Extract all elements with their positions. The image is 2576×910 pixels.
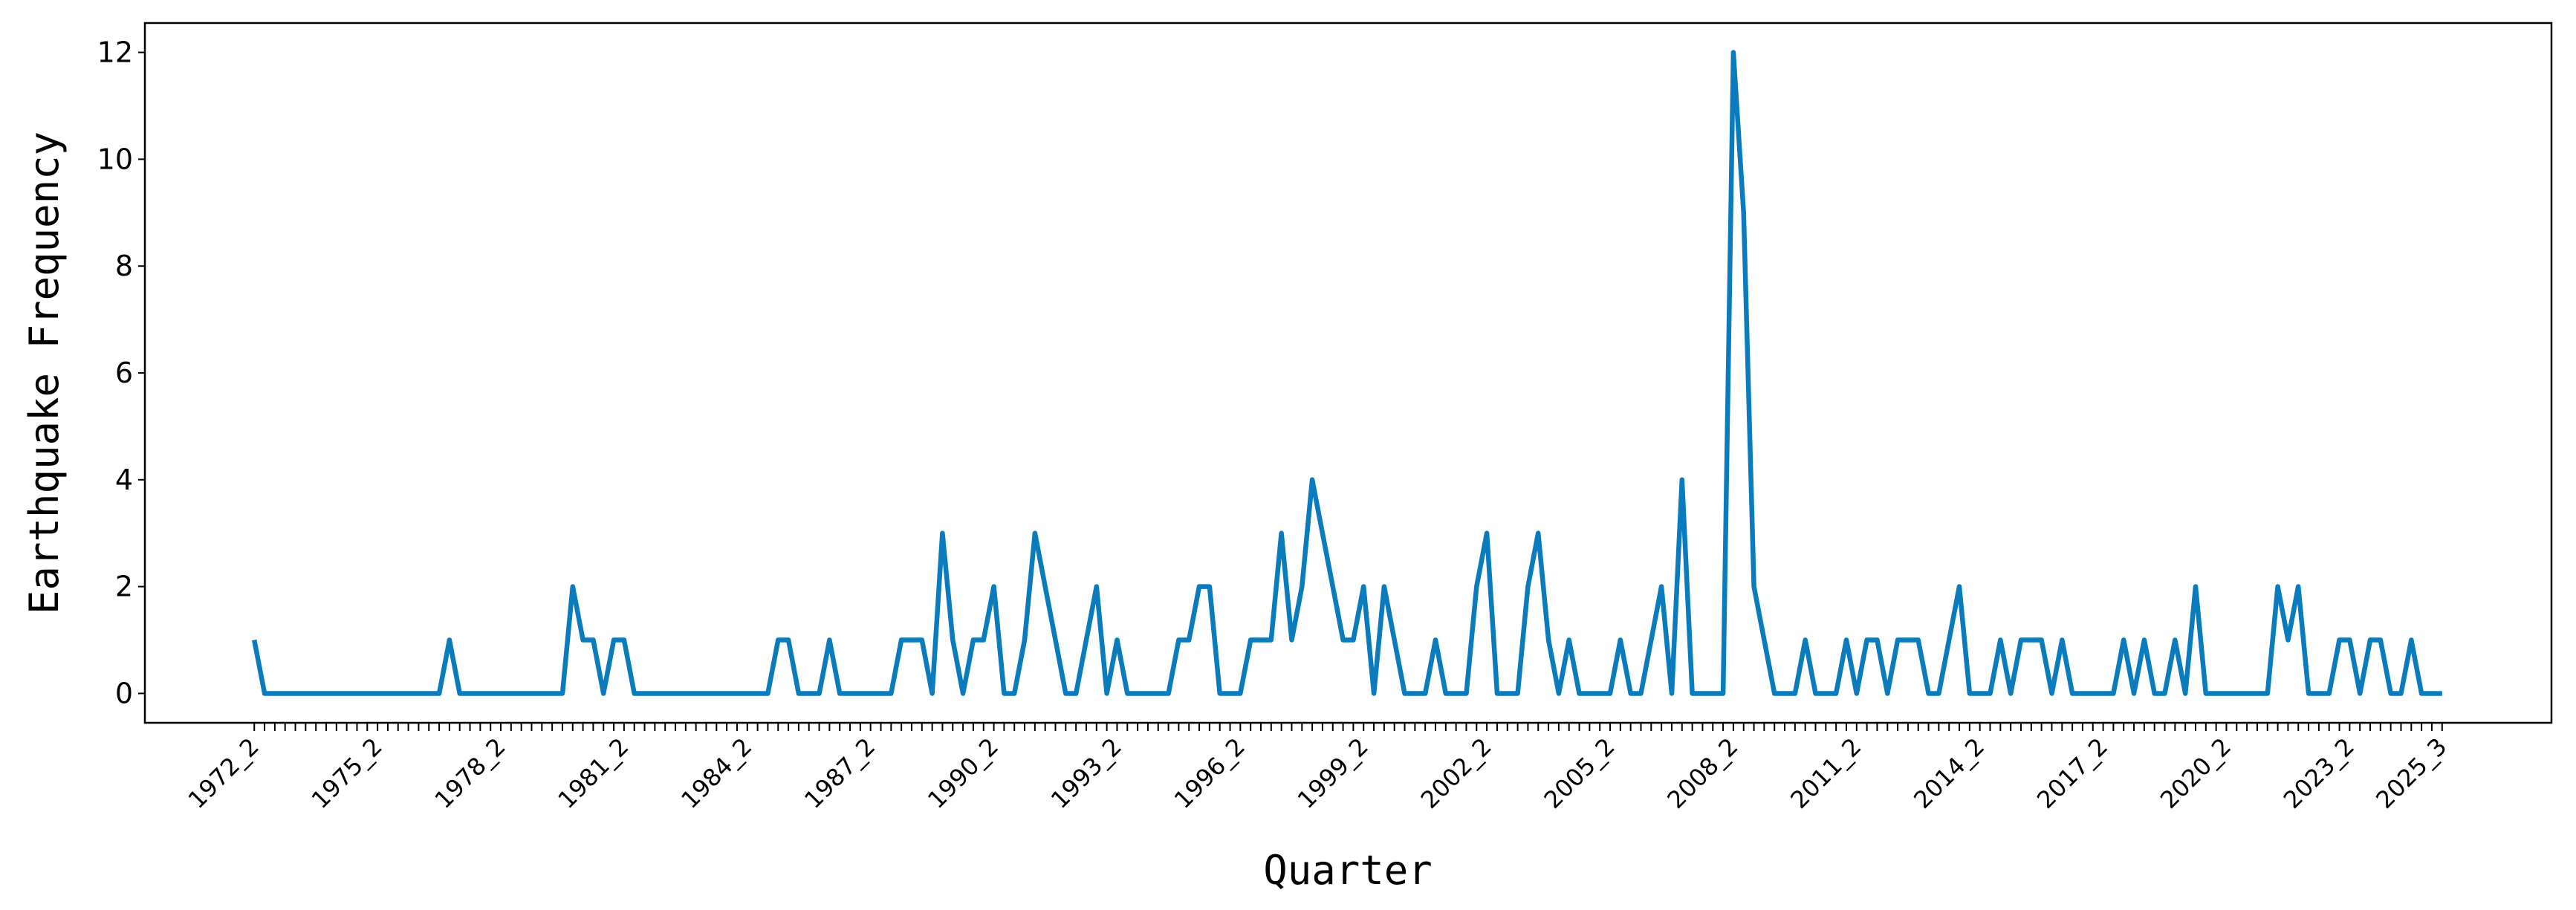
data-line xyxy=(252,50,2442,696)
x-tick-label: 2020_2 xyxy=(2155,732,2236,814)
x-axis-label: Quarter xyxy=(1263,847,1433,894)
x-tick-label: 1999_2 xyxy=(1292,732,1374,814)
x-tick-label: 2002_2 xyxy=(1415,732,1497,814)
x-tick-label: 2025_3 xyxy=(2370,732,2452,814)
x-tick-label: 1981_2 xyxy=(552,732,634,814)
y-tick-label: 4 xyxy=(115,464,133,496)
y-tick-label: 0 xyxy=(115,677,133,709)
x-tick-label: 1993_2 xyxy=(1045,732,1127,814)
y-tick-label: 6 xyxy=(115,357,133,389)
y-tick-label: 12 xyxy=(97,36,133,69)
x-tick-label: 2023_2 xyxy=(2278,732,2360,814)
y-tick-label: 8 xyxy=(115,250,133,282)
y-tick-label: 2 xyxy=(115,571,133,603)
x-tick-label: 2011_2 xyxy=(1785,732,1866,814)
x-tick-label: 2014_2 xyxy=(1908,732,1990,814)
x-tick-label: 1975_2 xyxy=(306,732,388,814)
x-tick-label: 1972_2 xyxy=(183,732,265,814)
x-tick-label: 1987_2 xyxy=(799,732,880,814)
x-tick-label: 2005_2 xyxy=(1539,732,1620,814)
x-tick-label: 1990_2 xyxy=(922,732,1004,814)
y-axis-label: Earthquake Frequency xyxy=(21,131,68,614)
x-tick-label: 2017_2 xyxy=(2031,732,2113,814)
x-tick-label: 1996_2 xyxy=(1169,732,1250,814)
x-tick-label: 1978_2 xyxy=(429,732,510,814)
x-tick-label: 2008_2 xyxy=(1661,732,1743,814)
y-tick-label: 10 xyxy=(97,143,133,175)
x-tick-label: 1984_2 xyxy=(675,732,757,814)
